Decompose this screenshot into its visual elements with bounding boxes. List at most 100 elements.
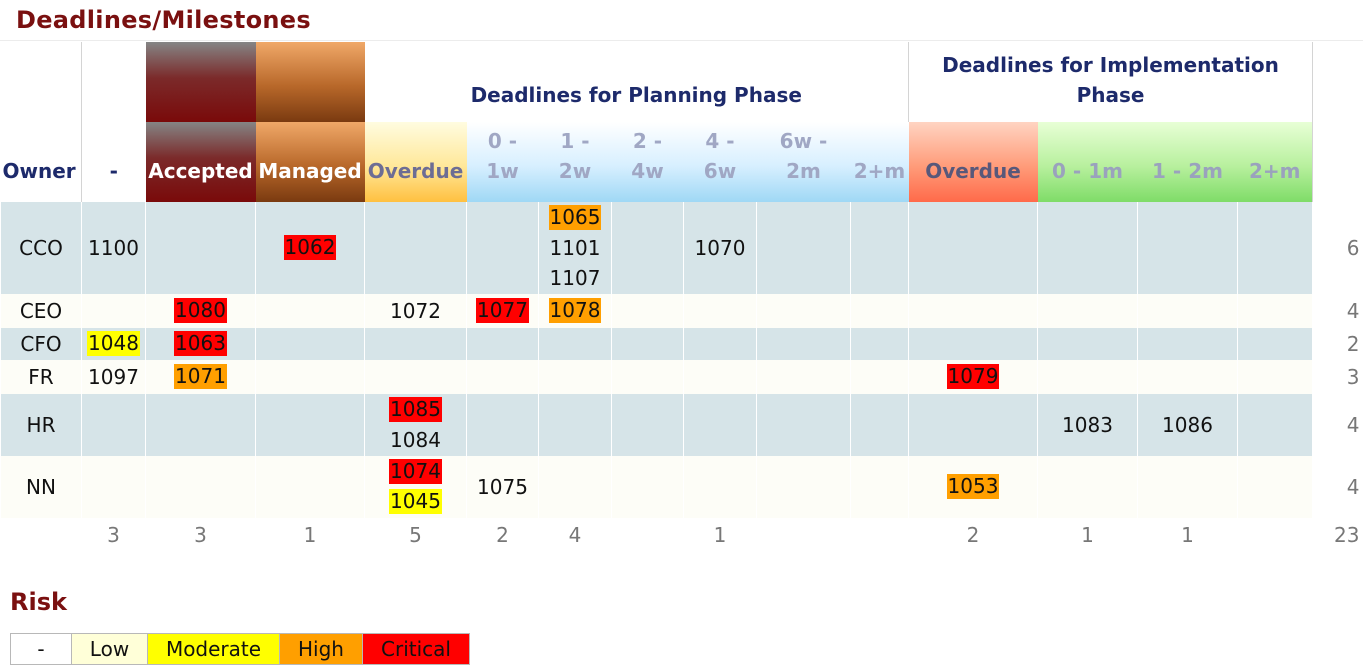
col-header-unscheduled[interactable]: - [109, 159, 118, 183]
table-row: HR 1085 1084 1083 1086 4 [0, 394, 1363, 456]
col-header-managed[interactable]: Managed [255, 122, 365, 202]
legend-item-high: High [280, 634, 363, 664]
col-header-implementation-1-2m[interactable]: 1 - 2m [1137, 122, 1238, 202]
planning-phase-group-header: Deadlines for Planning Phase [470, 83, 802, 107]
milestone-id[interactable]: 1070 [694, 236, 746, 260]
milestone-id[interactable]: 1048 [87, 331, 140, 356]
col-header-planning-overdue[interactable]: Overdue [364, 122, 467, 202]
milestone-id[interactable]: 1097 [88, 365, 139, 389]
milestone-id[interactable]: 1101 [549, 236, 601, 260]
milestone-id[interactable]: 1075 [477, 475, 528, 499]
col-header-planning-6w-2m[interactable]: 6w - 2m [756, 122, 851, 202]
cell-p-1-2w: 1065 1101 1107 [538, 202, 612, 294]
milestone-id[interactable]: 1053 [946, 474, 1000, 499]
cell-i-overdue: 1053 [908, 456, 1038, 518]
cell-managed: 1062 [255, 202, 365, 294]
row-total-cell: 4 [1312, 294, 1363, 328]
owner-cell: CFO [0, 328, 82, 360]
cell-i-overdue [908, 394, 1038, 456]
col-header-owner[interactable]: Owner [0, 122, 82, 202]
total-cell [1238, 518, 1313, 552]
col-header-planning-4-6w[interactable]: 4 - 6w [683, 122, 757, 202]
cell-p-overdue [364, 202, 467, 294]
milestone-id[interactable]: 1074 [389, 459, 442, 484]
cell-accepted: 1071 [145, 360, 256, 394]
milestone-id[interactable]: 1065 [548, 205, 602, 230]
total-cell: 1 [713, 523, 727, 547]
cell-i-2m-plus [1237, 456, 1313, 518]
col-header-planning-1-2w[interactable]: 1 - 2w [538, 122, 612, 202]
legend-item-none: - [11, 634, 72, 664]
deadlines-table: Deadlines for Planning Phase Deadlines f… [0, 42, 1363, 552]
cell-p-overdue [364, 328, 467, 360]
cell-accepted: 1063 [145, 328, 256, 360]
col-header-accepted[interactable]: Accepted [145, 122, 256, 202]
total-cell: 3 [107, 523, 120, 547]
milestone-id[interactable]: 1086 [1162, 413, 1213, 437]
cell-i-1-2m [1137, 202, 1238, 294]
milestone-id[interactable]: 1063 [174, 331, 227, 356]
cell-i-0-1m: 1083 [1037, 394, 1138, 456]
cell-managed [255, 394, 365, 456]
milestone-id[interactable]: 1083 [1062, 413, 1113, 437]
row-total-cell: 3 [1312, 360, 1363, 394]
total-cell: 1 [1081, 523, 1094, 547]
cell-dash [81, 394, 146, 456]
cell-p-4-6w [683, 328, 757, 360]
grand-total: 23 [1334, 523, 1360, 547]
cell-p-4-6w [683, 456, 757, 518]
col-header-planning-2-4w[interactable]: 2 - 4w [611, 122, 684, 202]
milestone-id[interactable]: 1085 [389, 397, 442, 422]
header-group-row: Deadlines for Planning Phase Deadlines f… [0, 42, 1363, 122]
cell-p-2-4w [611, 394, 684, 456]
cell-i-0-1m [1037, 456, 1138, 518]
total-cell: 4 [568, 523, 582, 547]
col-header-implementation-0-1m[interactable]: 0 - 1m [1037, 122, 1138, 202]
milestone-id[interactable]: 1072 [390, 299, 441, 323]
col-header-planning-2m-plus[interactable]: 2+m [850, 122, 909, 202]
milestone-id[interactable]: 1100 [88, 236, 139, 260]
milestone-id[interactable]: 1084 [390, 428, 441, 452]
cell-i-2m-plus [1237, 202, 1313, 294]
cell-p-0-1w [466, 360, 539, 394]
row-total-cell: 2 [1312, 328, 1363, 360]
col-header-planning-0-1w[interactable]: 0 - 1w [466, 122, 539, 202]
cell-i-2m-plus [1237, 328, 1313, 360]
milestone-id[interactable]: 1077 [476, 298, 529, 323]
cell-p-0-1w [466, 202, 539, 294]
milestone-id[interactable]: 1079 [946, 364, 1000, 389]
total-cell: 1 [1181, 523, 1194, 547]
cell-i-1-2m [1137, 328, 1238, 360]
milestone-id[interactable]: 1045 [389, 489, 442, 514]
milestone-id[interactable]: 1071 [174, 364, 227, 389]
milestone-id[interactable]: 1107 [549, 266, 601, 290]
cell-p-2m-plus [850, 360, 909, 394]
cell-p-2m-plus [850, 394, 909, 456]
legend-item-moderate: Moderate [148, 634, 280, 664]
cell-i-overdue: 1079 [908, 360, 1038, 394]
cell-p-2-4w [611, 328, 684, 360]
cell-p-4-6w [683, 360, 757, 394]
milestone-id[interactable]: 1080 [174, 298, 227, 323]
total-cell [1, 518, 82, 552]
col-header-implementation-2m-plus[interactable]: 2+m [1237, 122, 1313, 202]
total-cell [612, 518, 684, 552]
legend-item-critical: Critical [363, 634, 469, 664]
cell-dash: 1048 [81, 328, 146, 360]
owner-cell: NN [0, 456, 82, 518]
owner-cell: CCO [0, 202, 82, 294]
owner-cell: FR [0, 360, 82, 394]
milestone-id[interactable]: 1078 [548, 298, 602, 323]
milestone-id[interactable]: 1062 [283, 235, 337, 260]
risk-legend-title: Risk [10, 588, 67, 616]
col-header-implementation-overdue[interactable]: Overdue [908, 122, 1038, 202]
cell-p-6w-2m [756, 202, 851, 294]
cell-i-1-2m [1137, 294, 1238, 328]
row-total-cell: 6 [1312, 202, 1363, 294]
cell-p-0-1w [466, 394, 539, 456]
cell-p-6w-2m [756, 360, 851, 394]
cell-p-overdue [364, 360, 467, 394]
total-cell: 5 [409, 523, 422, 547]
cell-p-0-1w: 1075 [466, 456, 539, 518]
cell-p-6w-2m [756, 456, 851, 518]
